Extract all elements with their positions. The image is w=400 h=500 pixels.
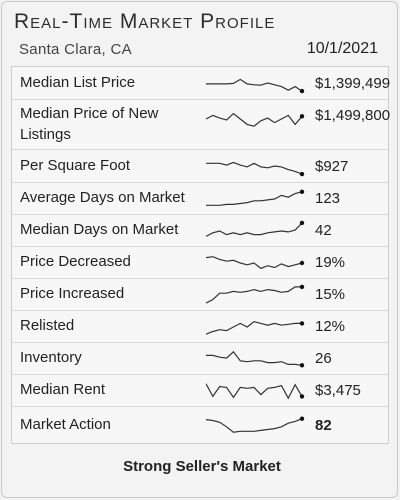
sparkline-path (206, 191, 302, 205)
metric-row-price-increased: Price Increased 15% (12, 279, 388, 311)
metric-row-median-list-price: Median List Price $1,399,499 (12, 67, 391, 100)
metric-row-median-days-on-market: Median Days on Market 42 (12, 215, 388, 247)
sparkline-endpoint (299, 189, 305, 194)
sparkline-path (206, 351, 302, 365)
metric-label: Price Decreased (20, 253, 131, 271)
sparkline-path (206, 256, 302, 268)
metric-row-market-action: Market Action 82 (12, 407, 388, 443)
metric-label: Price Increased (20, 285, 125, 303)
market-status-label: Strong Seller's Market (123, 458, 281, 475)
sparkline (206, 189, 305, 210)
metric-value: 19% (315, 254, 346, 271)
metric-label: Median List Price (20, 73, 136, 91)
sparkline-path (206, 162, 302, 174)
metric-value: $927 (315, 157, 349, 175)
sparkline-path (206, 222, 302, 236)
metric-value: $1,499,800 (315, 107, 391, 124)
sparkline (206, 316, 305, 338)
metric-value: 12% (315, 318, 346, 335)
sparkline-endpoint (299, 113, 305, 118)
date-label: 10/1/2021 (306, 40, 378, 57)
metric-value: $1,399,499 (315, 74, 391, 92)
metric-value: $3,475 (315, 382, 361, 399)
metric-value: 42 (315, 222, 332, 239)
sparkline-path (206, 286, 302, 302)
sparkline (206, 284, 305, 306)
metric-label: Market Action (20, 415, 111, 433)
sparkline-path (206, 79, 302, 91)
metric-label: Median Rent (20, 381, 106, 399)
metric-row-inventory: Inventory 26 (12, 343, 388, 375)
metric-label: Per Square Foot (20, 156, 131, 174)
sparkline-endpoint (299, 88, 305, 94)
metric-row-per-square-foot: Per Square Foot $927 (12, 150, 388, 183)
sparkline (206, 348, 305, 367)
metrics-table: Median List Price $1,399,499 Median Pric… (11, 66, 391, 444)
sparkline (206, 108, 305, 130)
sparkline-endpoint (299, 362, 305, 367)
sparkline-path (206, 383, 302, 397)
metric-value: 123 (315, 190, 341, 207)
page-title: Real-Time Market Profile (14, 10, 276, 33)
sparkline (206, 416, 305, 436)
sparkline-path (206, 321, 302, 334)
sparkline-endpoint (299, 416, 305, 421)
location-label: Santa Clara, CA (19, 41, 132, 58)
metric-label: Median Price of New Listings (20, 105, 159, 143)
metric-label: Relisted (20, 317, 75, 335)
metric-row-median-price-new-listings: Median Price of New Listings $1,499,800 (12, 100, 391, 150)
sparkline-path (206, 113, 302, 126)
sparkline-endpoint (299, 220, 305, 225)
metric-row-price-decreased: Price Decreased 19% (12, 247, 388, 279)
metric-label: Median Days on Market (20, 221, 179, 239)
metric-value: 26 (315, 350, 332, 367)
sparkline-endpoint (299, 171, 305, 177)
metric-value: 15% (315, 286, 346, 303)
sparkline-endpoint (299, 393, 305, 399)
sparkline (206, 380, 305, 402)
sparkline-endpoint (299, 284, 305, 289)
metric-label: Average Days on Market (20, 189, 185, 207)
metric-row-relisted: Relisted 12% (12, 311, 388, 343)
sparkline-path (206, 419, 302, 433)
metric-row-median-rent: Median Rent $3,475 (12, 375, 388, 407)
sparkline (206, 155, 305, 177)
metric-label: Inventory (20, 349, 82, 367)
sparkline (206, 220, 305, 242)
metric-row-average-days-on-market: Average Days on Market 123 (12, 183, 388, 215)
sparkline-endpoint (299, 260, 305, 265)
sparkline-endpoint (299, 320, 305, 326)
sparkline (206, 72, 305, 94)
metric-value: 82 (315, 416, 332, 434)
sparkline (206, 252, 305, 274)
